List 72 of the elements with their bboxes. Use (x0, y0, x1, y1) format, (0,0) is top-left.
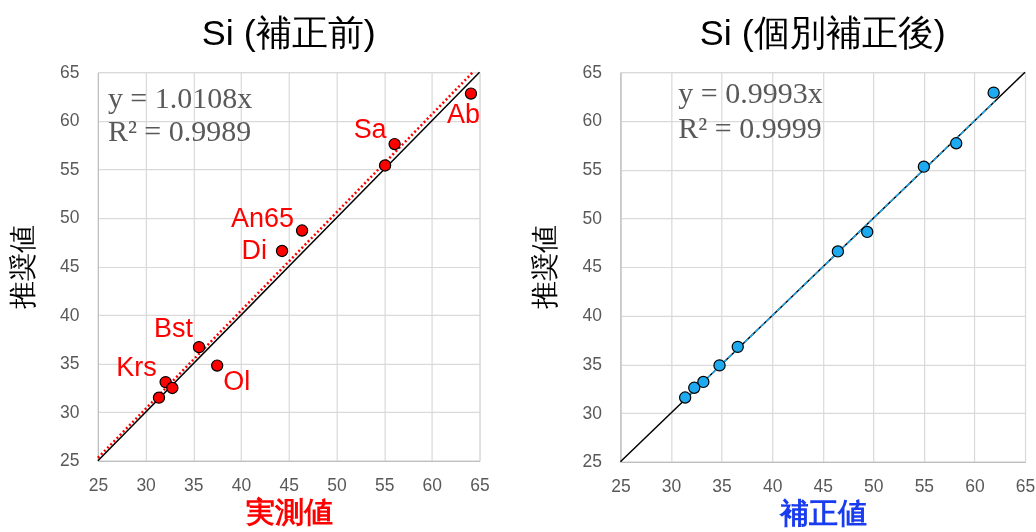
x-tick-label: 65 (1015, 476, 1036, 497)
x-tick-label: 35 (712, 476, 732, 497)
point (861, 225, 874, 239)
y-axis-title: 推奨値 (7, 225, 38, 309)
y-tick-label: 45 (59, 255, 80, 276)
x-tick-label: 50 (327, 475, 347, 496)
point (987, 86, 1000, 99)
y-tick-label: 30 (582, 402, 603, 423)
x-tick-label: 45 (813, 476, 833, 497)
point (464, 87, 478, 100)
y-tick-label: 55 (59, 158, 80, 179)
x-tick-label: 50 (864, 476, 884, 497)
y-tick-label: 30 (59, 401, 80, 422)
y-tick-label: 65 (582, 61, 602, 82)
x-tick-label: 35 (184, 475, 204, 496)
point (166, 381, 179, 395)
annotation: R² = 0.9989 (107, 114, 252, 148)
point (831, 245, 845, 258)
x-tick-label: 60 (965, 476, 985, 497)
x-tick-label: 55 (374, 475, 395, 496)
x-axis-title: 補正値 (778, 496, 867, 529)
annotation: Bst (154, 313, 194, 344)
point (275, 244, 289, 258)
chart-title: Si (個別補正後) (699, 12, 946, 54)
y-tick-label: 25 (582, 451, 602, 472)
point (713, 359, 726, 372)
point (688, 381, 701, 394)
x-axis-title: 実測値 (244, 495, 333, 528)
point (731, 340, 744, 354)
point (295, 224, 309, 237)
x-tick-label: 30 (136, 475, 157, 496)
chart-title: Si (補正前) (201, 12, 376, 54)
annotation: An65 (231, 202, 295, 233)
y-tick-label: 55 (582, 159, 602, 180)
annotation: Ol (223, 365, 251, 396)
annotation: y = 0.9993x (678, 76, 823, 110)
y-tick-label: 60 (582, 110, 603, 131)
point (678, 391, 692, 404)
x-tick-label: 40 (762, 476, 783, 497)
annotation: Sa (353, 114, 387, 145)
annotation: R² = 0.9999 (678, 111, 822, 145)
y-tick-label: 50 (582, 207, 603, 228)
y-tick-label: 25 (59, 450, 80, 471)
x-tick-label: 25 (88, 475, 109, 496)
point (192, 340, 206, 354)
x-tick-label: 45 (279, 475, 299, 496)
x-tick-label: 60 (422, 475, 443, 496)
y-tick-label: 40 (59, 304, 80, 325)
point (378, 159, 392, 172)
y-tick-label: 35 (582, 353, 602, 374)
annotation: Di (241, 234, 268, 265)
y-tick-label: 45 (582, 256, 602, 277)
point (950, 137, 963, 150)
y-tick-label: 65 (59, 61, 80, 82)
y-tick-label: 35 (59, 353, 80, 374)
annotation: y = 1.0108x (107, 81, 253, 115)
point (152, 391, 166, 404)
point (210, 359, 224, 372)
x-tick-label: 55 (914, 476, 935, 497)
x-tick-label: 65 (470, 475, 490, 496)
x-tick-label: 25 (611, 476, 631, 497)
annotation: Krs (116, 352, 157, 383)
y-tick-label: 50 (59, 207, 80, 228)
y-axis-title: 推奨値 (529, 225, 561, 310)
x-tick-label: 30 (661, 476, 682, 497)
point (388, 137, 401, 151)
point (917, 160, 931, 173)
point (697, 375, 710, 389)
y-tick-label: 60 (59, 110, 80, 131)
y-tick-label: 40 (582, 305, 603, 326)
annotation: Ab (446, 98, 480, 129)
x-tick-label: 40 (231, 475, 252, 496)
